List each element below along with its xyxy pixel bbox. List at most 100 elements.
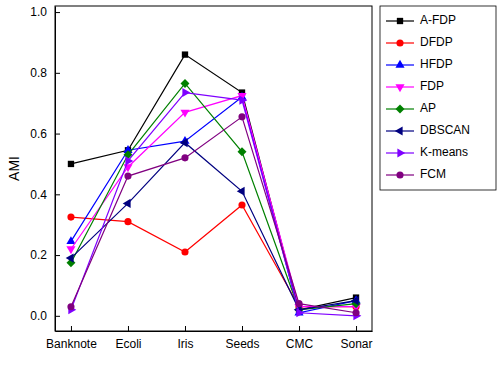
legend-marker (395, 84, 404, 92)
legend-label: A-FDP (420, 13, 456, 27)
y-tick-mark (55, 134, 60, 135)
legend-item: K-means (386, 145, 468, 159)
x-tick-label: Banknote (46, 337, 97, 351)
series-marker (181, 79, 190, 88)
y-axis: 0.0 0.2 0.4 0.6 0.8 1.0 (30, 5, 60, 331)
series-marker (295, 300, 302, 307)
y-tick: 0.0 (30, 309, 60, 323)
series-marker (180, 110, 189, 118)
series-marker (182, 51, 188, 57)
x-tick: Sonar (341, 326, 373, 351)
series-marker (124, 218, 131, 225)
x-tick-label: CMC (286, 337, 314, 351)
y-tick: 0.4 (30, 188, 60, 202)
series-line (71, 143, 356, 310)
series-marker (124, 173, 131, 180)
x-tick: Seeds (225, 326, 259, 351)
series-marker (238, 113, 245, 120)
legend-box (380, 6, 496, 190)
x-tick-label: Seeds (225, 337, 259, 351)
legend-marker (395, 126, 403, 135)
series-line (71, 97, 356, 313)
series-marker (67, 214, 74, 221)
x-tick: Ecoli (115, 326, 141, 351)
series-line (71, 205, 356, 307)
y-axis-title: AMI (6, 156, 22, 181)
series-marker (181, 248, 188, 255)
series-marker (296, 308, 304, 317)
x-tick-label: Ecoli (115, 337, 141, 351)
series-marker (238, 147, 247, 156)
y-tick-label: 0.4 (30, 188, 47, 202)
legend-label: DFDP (420, 35, 453, 49)
legend: A-FDP DFDP HFDP FDP AP DBSCAN K-means FCM (380, 6, 496, 190)
x-tick-mark (299, 326, 300, 331)
series-marker (66, 254, 74, 263)
x-tick-mark (185, 326, 186, 331)
x-tick: Banknote (46, 326, 97, 351)
legend-label: FCM (420, 167, 446, 181)
legend-label: DBSCAN (420, 123, 470, 137)
y-tick-mark (55, 12, 60, 13)
series-marker (123, 199, 131, 208)
series-marker (125, 156, 133, 165)
series-marker (66, 246, 75, 254)
series-marker (238, 201, 245, 208)
y-tick: 1.0 (30, 5, 60, 19)
legend-item: HFDP (386, 57, 453, 71)
series-marker (182, 88, 190, 97)
y-tick: 0.2 (30, 248, 60, 262)
x-tick-label: Sonar (341, 337, 373, 351)
legend-marker (397, 18, 403, 24)
series-marker (181, 154, 188, 161)
legend-label: AP (420, 101, 436, 115)
legend-item: DBSCAN (386, 123, 470, 137)
y-tick-label: 0.8 (30, 66, 47, 80)
legend-item: FCM (386, 167, 446, 181)
y-tick: 0.6 (30, 127, 60, 141)
legend-label: K-means (420, 145, 468, 159)
legend-label: FDP (420, 79, 444, 93)
legend-marker (396, 105, 405, 114)
x-tick: Iris (177, 326, 193, 351)
plot: 0.0 0.2 0.4 0.6 0.8 1.0 Banknote Ecoli Iris Seeds… (30, 5, 372, 350)
y-tick-mark (55, 316, 60, 317)
series-line (71, 117, 356, 313)
legend-marker (395, 60, 404, 68)
y-tick-mark (55, 255, 60, 256)
x-axis-line (56, 331, 373, 332)
y-tick-mark (55, 194, 60, 195)
legend-label: HFDP (420, 57, 453, 71)
chart: 0.0 0.2 0.4 0.6 0.8 1.0 Banknote Ecoli Iris Seeds… (0, 0, 500, 365)
series-marker (68, 161, 74, 167)
x-tick-mark (242, 326, 243, 331)
x-tick-mark (128, 326, 129, 331)
y-tick-label: 0.6 (30, 127, 47, 141)
series-marker (351, 296, 359, 305)
series-line (71, 96, 356, 307)
series-group (66, 51, 362, 320)
series-marker (180, 138, 188, 147)
x-tick: CMC (286, 326, 314, 351)
series-marker (239, 96, 247, 105)
x-axis: Banknote Ecoli Iris Seeds CMC Sonar (46, 326, 372, 351)
series-marker (66, 236, 75, 244)
series-marker (237, 187, 245, 196)
series-line (71, 93, 356, 316)
y-tick-label: 1.0 (30, 5, 47, 19)
legend-marker (396, 39, 403, 46)
y-tick-label: 0.2 (30, 248, 47, 262)
legend-marker (396, 171, 403, 178)
legend-item: FDP (386, 79, 444, 93)
y-tick: 0.8 (30, 66, 60, 80)
plot-frame (55, 6, 372, 331)
legend-item: DFDP (386, 35, 453, 49)
y-axis-line (55, 7, 56, 332)
x-tick-mark (356, 326, 357, 331)
series-line (71, 55, 356, 310)
y-tick-label: 0.0 (30, 309, 47, 323)
series-marker (352, 309, 359, 316)
legend-item: A-FDP (386, 13, 456, 27)
legend-item: AP (386, 101, 436, 115)
x-tick-mark (71, 326, 72, 331)
